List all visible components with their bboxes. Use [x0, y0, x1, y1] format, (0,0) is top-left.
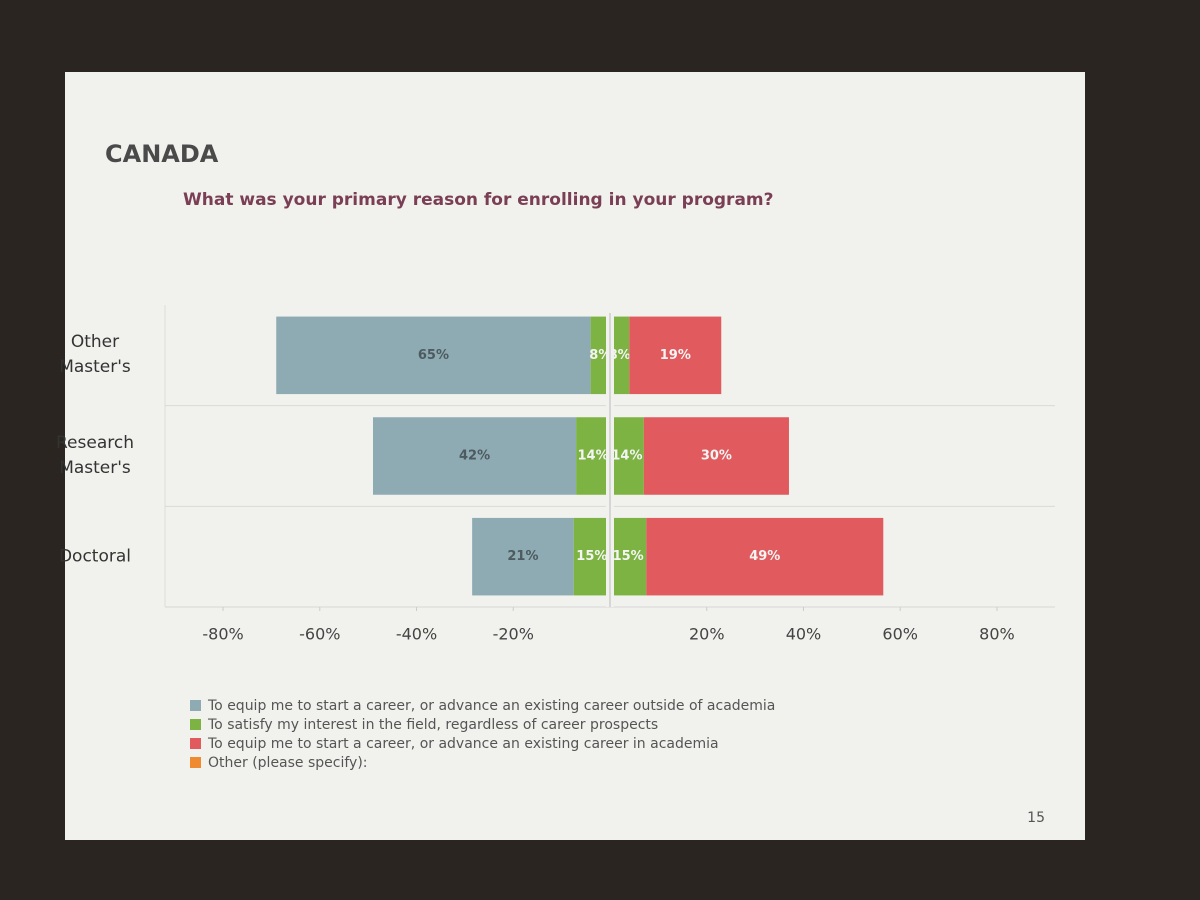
chart-title: CANADA	[105, 140, 219, 168]
value-label: 14%	[578, 449, 609, 464]
category-label: Other Master's	[59, 332, 131, 378]
legend-swatch	[190, 757, 201, 768]
value-label: 30%	[701, 449, 732, 464]
bar-segment	[276, 316, 591, 395]
bar-segment	[472, 517, 574, 596]
value-label: 49%	[749, 549, 780, 564]
value-label: 19%	[660, 348, 691, 363]
bar-segment	[610, 417, 644, 495]
legend-swatch	[190, 700, 201, 711]
value-label: 15%	[613, 549, 644, 564]
bar-segment	[372, 417, 577, 495]
page-number: 15	[1027, 810, 1045, 826]
x-tick-label: -40%	[396, 625, 437, 644]
x-tick-label: 20%	[689, 625, 725, 644]
value-label: 15%	[576, 549, 607, 564]
category-label: Doctoral	[58, 546, 132, 567]
chart-subtitle: What was your primary reason for enrolli…	[183, 190, 774, 210]
legend-swatch	[190, 738, 201, 749]
bar-segment	[643, 417, 789, 495]
x-tick-label: -20%	[493, 625, 534, 644]
x-tick-label: -60%	[299, 625, 340, 644]
value-label: 42%	[459, 449, 490, 464]
value-label: 8%	[609, 348, 631, 363]
bar-segment	[590, 316, 610, 395]
bar-segment	[610, 316, 630, 395]
bar-segment	[573, 517, 610, 596]
legend-label: To equip me to start a career, or advanc…	[207, 698, 775, 714]
x-tick-label: 60%	[882, 625, 918, 644]
legend-swatch	[190, 719, 201, 730]
bar-segment	[646, 517, 884, 596]
bar-segment	[610, 517, 647, 596]
legend-label: Other (please specify):	[208, 755, 368, 771]
bar-segment	[629, 316, 722, 395]
x-tick-label: 40%	[786, 625, 822, 644]
legend-label: To satisfy my interest in the field, reg…	[207, 717, 658, 733]
value-label: 8%	[589, 348, 611, 363]
x-tick-label: -80%	[202, 625, 243, 644]
bar-segment	[576, 417, 610, 495]
value-label: 21%	[507, 549, 538, 564]
legend-label: To equip me to start a career, or advanc…	[207, 736, 719, 752]
value-label: 14%	[611, 449, 642, 464]
value-label: 65%	[418, 348, 449, 363]
category-label: Research Master's	[56, 433, 134, 478]
x-tick-label: 80%	[979, 625, 1015, 644]
